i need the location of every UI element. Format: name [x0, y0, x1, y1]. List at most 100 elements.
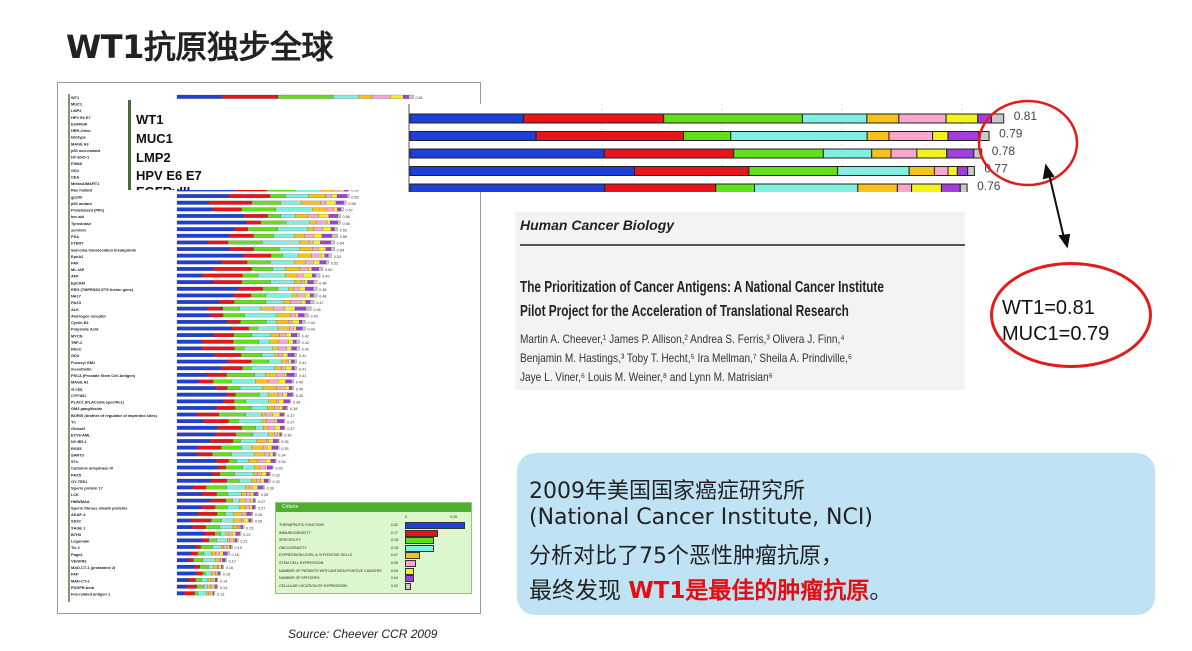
category-label: p53 non-mutant — [71, 148, 101, 153]
conclusion-suffix: 。 — [869, 578, 893, 604]
category-label: GD2 — [71, 168, 80, 173]
criteria-bar — [405, 575, 415, 583]
bar-segment — [219, 571, 221, 576]
value-label: 0.37 — [287, 420, 294, 424]
bar-segment — [313, 280, 318, 285]
value-label: 0.55 — [340, 228, 347, 232]
conclusion-prefix: 最终发现 — [529, 578, 629, 604]
bar-segment — [328, 253, 332, 258]
category-label: Sperm fibrous sheath proteins — [71, 505, 127, 510]
category-label: AKAP-4 — [71, 512, 86, 517]
bar-segment — [313, 286, 318, 291]
highlight-circle — [977, 99, 1079, 187]
bar-segment — [309, 300, 315, 304]
criteria-name: NUMBER OF EPITOPES — [279, 576, 320, 581]
category-label: CYP1B1 — [71, 393, 87, 398]
double-arrow-icon — [1042, 163, 1071, 249]
category-label: hTERT — [71, 241, 84, 246]
category-label: GloboH — [71, 426, 85, 431]
category-label: MAD-CT-1 (protamine 2) — [71, 565, 116, 570]
category-label: Polysialic Acid — [71, 327, 99, 332]
paper-header: Human Cancer Biology The Prioritization … — [515, 212, 965, 390]
value-label: 0.17 — [229, 559, 236, 563]
category-label: RGS5 — [71, 446, 82, 451]
category-label: SART3 — [71, 452, 85, 457]
top-antigen-labels: WT1 MUC1 LMP2 HPV E6 E7 EGFRvIII — [128, 100, 411, 190]
category-label: ALK — [71, 307, 79, 312]
value-label: 0.48 — [319, 295, 326, 299]
bar-segment — [224, 558, 227, 563]
category-label: HER-2/neu — [71, 128, 91, 133]
criteria-name: THERAPEUTIC FUNCTION — [279, 523, 324, 527]
category-label: gp100 — [71, 194, 82, 199]
category-label: AFP — [71, 274, 79, 279]
paper-title-line: Pilot Project for the Acceleration of Tr… — [520, 303, 849, 320]
bar-segment — [408, 94, 414, 99]
bar-segment — [291, 379, 294, 384]
bar-segment — [340, 207, 344, 212]
bar-segment — [250, 518, 254, 523]
bar-segment — [257, 492, 259, 496]
category-label: Tn — [71, 419, 76, 424]
category-label: B7H3 — [71, 532, 82, 537]
value-label: 0.47 — [316, 301, 323, 305]
category-label: PSCA (Prostate Stem Cell Antigen) — [71, 373, 136, 378]
bar-segment — [294, 359, 297, 364]
category-label: TRP-2 — [71, 340, 83, 345]
category-label: NY-BR-1 — [71, 439, 87, 444]
category-label: PAP — [71, 261, 79, 266]
value-label: 0.46 — [313, 308, 320, 312]
value-label: 0.41 — [299, 367, 306, 371]
authors-line: Benjamin M. Hastings,³ Toby T. Hecht,⁵ I… — [520, 351, 853, 365]
callout-text: WT1=0.81 MUC1=0.79 — [1002, 295, 1109, 347]
bar-segment — [343, 200, 347, 205]
value-label: 0.27 — [258, 500, 265, 504]
value-label: 0.41 — [299, 354, 306, 358]
inset-label: WT1 — [136, 112, 164, 127]
bar-segment — [239, 531, 242, 536]
value-label: 0.44 — [307, 321, 314, 325]
value-label: 0.57 — [345, 209, 352, 213]
value-label: 0.22 — [243, 533, 250, 537]
category-label: MYCN — [71, 333, 83, 338]
zoom-value-label: 0.78 — [992, 144, 1016, 158]
value-label: 0.21 — [240, 540, 247, 544]
category-label: EphA2 — [71, 254, 84, 259]
bar-segment — [283, 419, 286, 424]
value-label: 0.16 — [226, 566, 233, 570]
value-label: 0.27 — [258, 506, 265, 510]
category-label: Legumain — [71, 539, 90, 544]
authors-line: Martin A. Cheever,¹ James P. Allison,² A… — [520, 332, 845, 346]
bar-segment — [251, 511, 254, 516]
category-label: Cyclin B1 — [71, 320, 90, 325]
value-label: 0.36 — [284, 434, 291, 438]
value-label: 0.18 — [232, 553, 239, 557]
bar-segment — [334, 227, 338, 232]
callout-circle — [990, 262, 1152, 368]
bar-segment — [278, 439, 280, 443]
bar-segment — [346, 194, 350, 199]
category-label: Fucosyl GM1 — [71, 360, 96, 365]
bar-segment — [274, 459, 277, 463]
criteria-name: CELLULAR LOCATION OF EXPRESSION — [279, 583, 348, 588]
value-label: 0.23 — [246, 526, 253, 530]
bar-segment — [216, 578, 218, 582]
category-label: MAGE A3 — [71, 141, 89, 146]
criteria-name: NUMBER OF PATIENTS WITH ANTIGEN POSITIVE… — [279, 568, 382, 573]
bar-segment — [236, 538, 239, 543]
value-label: 0.32 — [272, 473, 279, 477]
category-label: EGFRvIII — [71, 121, 87, 126]
slide-title: WT1抗原独步全球 — [66, 28, 333, 66]
bar-segment — [254, 505, 256, 510]
category-label: PSA — [71, 234, 79, 239]
value-label: 0.32 — [272, 480, 279, 484]
category-label: PLAC1 (PLACenta specific1) — [71, 400, 124, 405]
category-label: Sperm protein 17 — [71, 486, 103, 491]
criteria-weight: 0.15 — [391, 545, 398, 550]
category-label: CEA — [71, 174, 79, 179]
source-citation: Source: Cheever CCR 2009 — [288, 627, 438, 641]
category-label: Tie 2 — [71, 545, 81, 550]
category-label: FAP — [71, 572, 79, 577]
value-label: 0.26 — [255, 520, 262, 524]
bar-segment — [296, 346, 300, 351]
